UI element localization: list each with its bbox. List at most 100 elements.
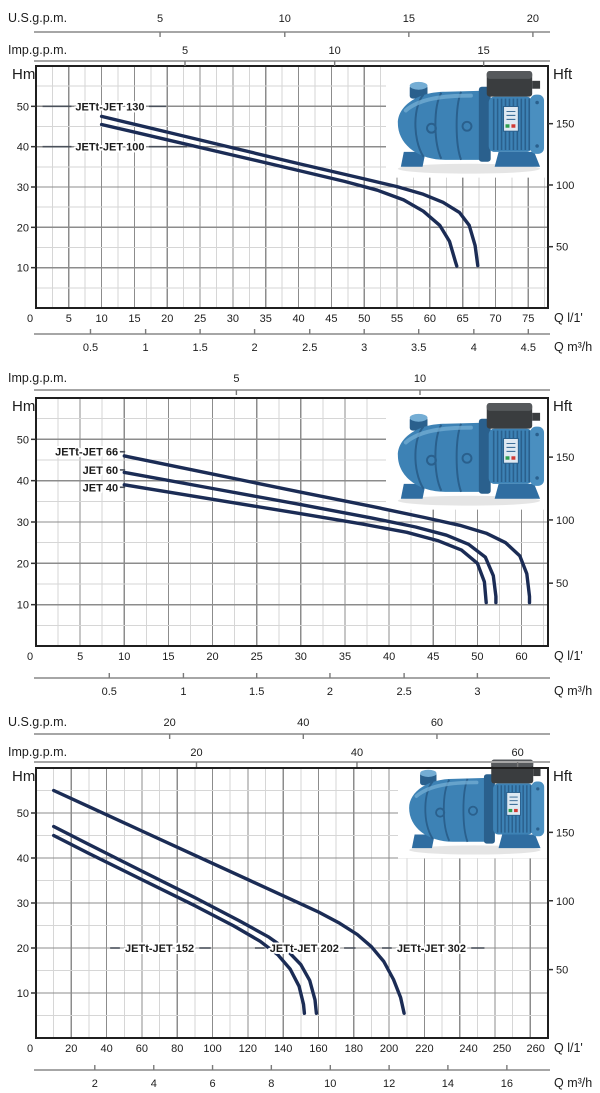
y-tick-label: 10	[17, 988, 29, 1000]
m3h-unit-label: Q m³/h	[554, 684, 592, 698]
y-axis-unit-label: Hm	[12, 398, 35, 415]
top-axis-tick-label: 5	[233, 373, 239, 385]
x-tick-label: 35	[260, 313, 272, 325]
m3h-tick-label: 4.5	[521, 342, 536, 354]
m3h-unit-label: Q m³/h	[554, 1076, 592, 1090]
x-tick-label: 25	[251, 651, 263, 663]
y-right-tick-label: 100	[556, 515, 574, 527]
x-tick-label: 180	[345, 1043, 363, 1055]
x-tick-label: 65	[457, 313, 469, 325]
top-axis-tick-label: 15	[478, 45, 490, 57]
top-axis-tick-label: 60	[512, 747, 524, 759]
top-axis-tick-label: 10	[279, 13, 291, 25]
x-tick-label: 75	[522, 313, 534, 325]
m3h-tick-label: 16	[501, 1078, 513, 1090]
m3h-tick-label: 2	[327, 686, 333, 698]
x-tick-label: 60	[136, 1043, 148, 1055]
m3h-tick-label: 3	[474, 686, 480, 698]
series-label: JETt-JET 100	[75, 142, 144, 154]
x-tick-label: 5	[66, 313, 72, 325]
series-label: JETt-JET 202	[270, 943, 339, 955]
x-tick-label: 40	[383, 651, 395, 663]
performance-curve	[122, 470, 498, 605]
y-tick-label: 10	[17, 263, 29, 275]
m3h-tick-label: 2	[252, 342, 258, 354]
m3h-tick-label: 8	[268, 1078, 274, 1090]
x-tick-label: 120	[239, 1043, 257, 1055]
m3h-unit-label: Q m³/h	[554, 340, 592, 354]
x-axis-unit-label: Q l/1'	[554, 649, 583, 663]
x-tick-label: 15	[162, 651, 174, 663]
x-tick-label: 200	[380, 1043, 398, 1055]
x-tick-label: 250	[493, 1043, 511, 1055]
x-tick-label: 0	[27, 651, 33, 663]
y-axis-unit-label: Hm	[12, 768, 35, 785]
performance-curve	[122, 483, 488, 605]
x-tick-label: 20	[65, 1043, 77, 1055]
m3h-tick-label: 3	[361, 342, 367, 354]
top-axis-tick-label: 5	[157, 13, 163, 25]
x-tick-label: 10	[118, 651, 130, 663]
y-tick-label: 50	[17, 434, 29, 446]
series-label: JETt-JET 130	[75, 101, 144, 113]
top-axis-unit-label: Imp.g.p.m.	[8, 43, 67, 57]
x-tick-label: 260	[526, 1043, 544, 1055]
y-tick-label: 40	[17, 476, 29, 488]
y-right-tick-label: 50	[556, 242, 568, 254]
top-axis-tick-label: 20	[527, 13, 539, 25]
series-label: JET 40	[83, 482, 118, 494]
x-axis-unit-label: Q l/1'	[554, 1041, 583, 1055]
y-right-tick-label: 50	[556, 578, 568, 590]
m3h-tick-label: 3.5	[411, 342, 426, 354]
y-tick-label: 50	[17, 808, 29, 820]
x-tick-label: 240	[459, 1043, 477, 1055]
top-axis-tick-label: 40	[297, 717, 309, 729]
top-axis-unit-label: U.S.g.p.m.	[8, 11, 67, 25]
x-tick-label: 80	[171, 1043, 183, 1055]
x-tick-label: 50	[358, 313, 370, 325]
top-axis-unit-label: U.S.g.p.m.	[8, 715, 67, 729]
x-tick-label: 140	[274, 1043, 292, 1055]
top-axis-tick-label: 60	[431, 717, 443, 729]
m3h-tick-label: 14	[442, 1078, 454, 1090]
x-tick-label: 45	[325, 313, 337, 325]
y-tick-label: 50	[17, 101, 29, 113]
m3h-tick-label: 10	[324, 1078, 336, 1090]
y-tick-label: 40	[17, 853, 29, 865]
performance-curve	[122, 454, 532, 605]
y-right-unit-label: Hft	[553, 66, 573, 83]
x-tick-label: 40	[292, 313, 304, 325]
series-label: JET 60	[83, 465, 118, 477]
y-tick-label: 30	[17, 517, 29, 529]
top-axis-unit-label: Imp.g.p.m.	[8, 745, 67, 759]
performance-curve	[99, 122, 459, 268]
x-tick-label: 60	[515, 651, 527, 663]
series-label: JETt-JET 66	[55, 447, 118, 459]
top-axis-tick-label: 20	[190, 747, 202, 759]
performance-curve	[52, 788, 406, 1015]
y-tick-label: 30	[17, 898, 29, 910]
y-right-tick-label: 100	[556, 896, 574, 908]
m3h-tick-label: 2.5	[396, 686, 411, 698]
x-tick-label: 40	[100, 1043, 112, 1055]
performance-curve	[52, 833, 307, 1015]
y-right-tick-label: 50	[556, 965, 568, 977]
y-right-tick-label: 150	[556, 119, 574, 131]
top-axis-unit-label: Imp.g.p.m.	[8, 371, 67, 385]
chart-block-jet-152-202-302: U.S.g.p.m. 20 40 60 Imp.g.p.m. 20 40 60 Hm 10 20 30…	[0, 704, 600, 1093]
x-tick-label: 5	[77, 651, 83, 663]
x-tick-label: 30	[227, 313, 239, 325]
chart-block-jet-40-60-66: Imp.g.p.m. 5 10 Hm 10 20 30 40 50 Hft 50 100 150 0 5 10…	[0, 358, 600, 704]
m3h-tick-label: 1	[143, 342, 149, 354]
top-axis-tick-label: 15	[403, 13, 415, 25]
x-tick-label: 55	[391, 313, 403, 325]
x-tick-label: 25	[194, 313, 206, 325]
top-axis-tick-label: 10	[414, 373, 426, 385]
y-right-tick-label: 150	[556, 452, 574, 464]
x-tick-label: 35	[339, 651, 351, 663]
x-axis-unit-label: Q l/1'	[554, 311, 583, 325]
x-tick-label: 50	[471, 651, 483, 663]
y-right-unit-label: Hft	[553, 768, 573, 785]
